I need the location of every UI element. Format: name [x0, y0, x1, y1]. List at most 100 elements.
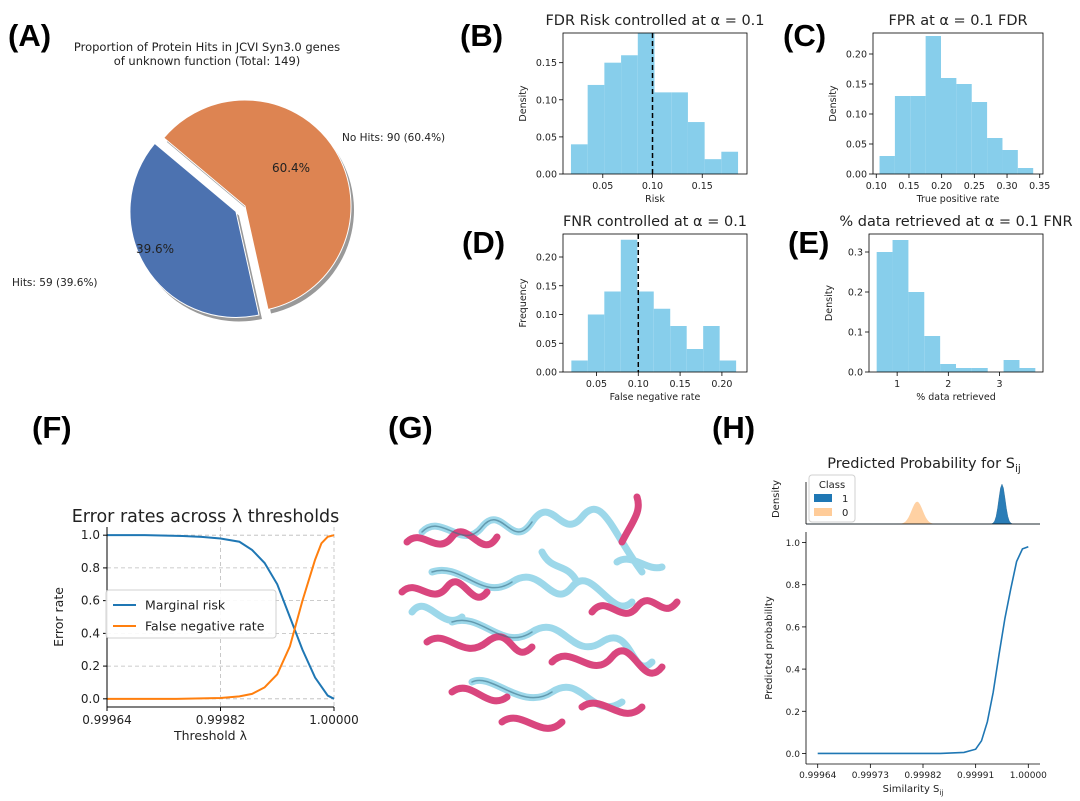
bar [908, 292, 925, 372]
pie-slice-no-hits [163, 99, 352, 311]
x-tick-label: 0.20 [931, 181, 952, 192]
bar [703, 326, 720, 372]
hist-C: FPR at α = 0.1 FDR 0.10 0.15 0.20 0.25 0.30 0.… [828, 13, 1050, 205]
axes-frame [872, 32, 1044, 175]
chart-title: FPR at α = 0.1 FDR [888, 13, 1027, 29]
x-axis-label: % data retrieved [916, 392, 996, 403]
hist-D: FNR controlled at α = 0.1 0.05 0.10 0.15 0.2… [518, 214, 748, 403]
pie-pct-label: 60.4% [272, 161, 310, 175]
x-tick-label: 1 [894, 379, 900, 390]
y-tick-label: 0.4 [786, 666, 801, 676]
bar [570, 144, 588, 174]
y-tick-label: 0.15 [536, 58, 557, 69]
x-tick-label: 0.99964 [82, 713, 132, 727]
chart-title: Error rates across λ thresholds [72, 507, 340, 527]
y-tick-label: 0.8 [81, 561, 100, 575]
predicted-probability-line [817, 546, 1029, 755]
panel-label-a: (A) [8, 18, 51, 53]
bar [956, 368, 972, 372]
chart-title: Predicted Probability for Sij [827, 456, 1021, 475]
panel-label-b: (B) [460, 18, 503, 53]
bar [637, 291, 654, 372]
y-tick-label: 0.0 [81, 692, 100, 706]
y-tick-label: 0.0 [786, 750, 801, 760]
bar [671, 92, 688, 174]
chart-title: % data retrieved at α = 0.1 FNR [839, 214, 1072, 230]
pie-slice-hits [129, 142, 260, 318]
x-tick-label: 0.15 [692, 181, 713, 192]
legend-box [105, 589, 277, 639]
bar [620, 239, 638, 372]
bar [604, 62, 622, 174]
bar [892, 240, 909, 372]
x-tick-label: 0.30 [996, 181, 1017, 192]
y-tick-label: 0.1 [848, 328, 863, 339]
bar [924, 336, 941, 372]
bar [587, 314, 605, 372]
bar [971, 102, 988, 174]
x-axis-label: Threshold λ [173, 728, 248, 743]
y-tick-label: 0.00 [536, 170, 557, 181]
pie-chart: Proportion of Protein Hits in JCVI Syn3.… [12, 40, 445, 322]
y-tick-label: 0.8 [786, 581, 801, 591]
panel-label-h: (H) [712, 410, 755, 445]
hist-B: FDR Risk controlled at α = 0.1 0.05 0.10 0.… [518, 13, 765, 205]
bar [587, 84, 605, 174]
x-tick-label: 1.00000 [309, 713, 359, 727]
x-tick-label: 0.99991 [957, 771, 994, 781]
legend-entry: Marginal risk [145, 598, 226, 613]
bar [653, 308, 671, 372]
hist-E: % data retrieved at α = 0.1 FNR 1 2 3 0.0 0.1… [824, 214, 1073, 403]
y-axis-label: Density [518, 85, 529, 121]
panel-label-c: (C) [783, 18, 826, 53]
bar [879, 156, 895, 174]
bar [940, 364, 956, 372]
legend-swatch [814, 508, 832, 516]
protein-ribbon-dark [421, 519, 553, 699]
series-false-negative-rate [107, 534, 335, 700]
x-tick-label: 0.15 [898, 181, 919, 192]
bar [670, 326, 687, 372]
x-axis-label: Risk [645, 194, 665, 205]
x-axis-label: Similarity Sij [883, 784, 944, 797]
bar [637, 33, 655, 174]
bar [621, 55, 638, 175]
y-tick-label: 0.2 [786, 708, 800, 718]
chart-title: FDR Risk controlled at α = 0.1 [545, 13, 764, 29]
pie-title-line-1: Proportion of Protein Hits in JCVI Syn3.… [74, 40, 340, 54]
pie-title-line-2: of unknown function (Total: 149) [114, 54, 301, 68]
bar [956, 84, 972, 174]
bar [604, 291, 621, 372]
bar [687, 122, 705, 174]
axes-frame [562, 32, 748, 175]
y-axis-label: Density [771, 480, 782, 518]
x-tick-label: 3 [996, 379, 1002, 390]
y-tick-label: 0.05 [536, 132, 557, 143]
y-tick-label: 0.10 [846, 110, 867, 121]
panel-label-d: (D) [462, 225, 505, 260]
y-tick-label: 0.6 [81, 594, 100, 608]
bar [987, 138, 1003, 174]
pie-slice-label: No Hits: 90 (60.4%) [342, 132, 445, 144]
y-tick-label: 0.6 [786, 623, 801, 633]
panel-label-e: (E) [788, 225, 829, 260]
protein-structure-illustration [398, 493, 681, 732]
y-tick-label: 0.10 [536, 95, 557, 106]
chart-title: FNR controlled at α = 0.1 [563, 214, 747, 230]
y-tick-label: 0.2 [848, 288, 863, 299]
pie-slice-label: Hits: 59 (39.6%) [12, 277, 98, 289]
bar [686, 349, 704, 372]
legend-swatch [814, 494, 832, 502]
axes-frame [562, 233, 748, 373]
bar [876, 252, 893, 372]
y-axis-label: Density [828, 85, 839, 121]
y-tick-label: 0.00 [536, 368, 557, 379]
x-tick-label: 0.20 [711, 379, 732, 390]
bar [571, 360, 588, 372]
y-axis-label: Density [824, 285, 835, 321]
series-marginal-risk [107, 534, 335, 700]
bar [1017, 168, 1034, 174]
x-tick-label: 0.99982 [904, 771, 941, 781]
x-tick-label: 1.00000 [1010, 771, 1047, 781]
